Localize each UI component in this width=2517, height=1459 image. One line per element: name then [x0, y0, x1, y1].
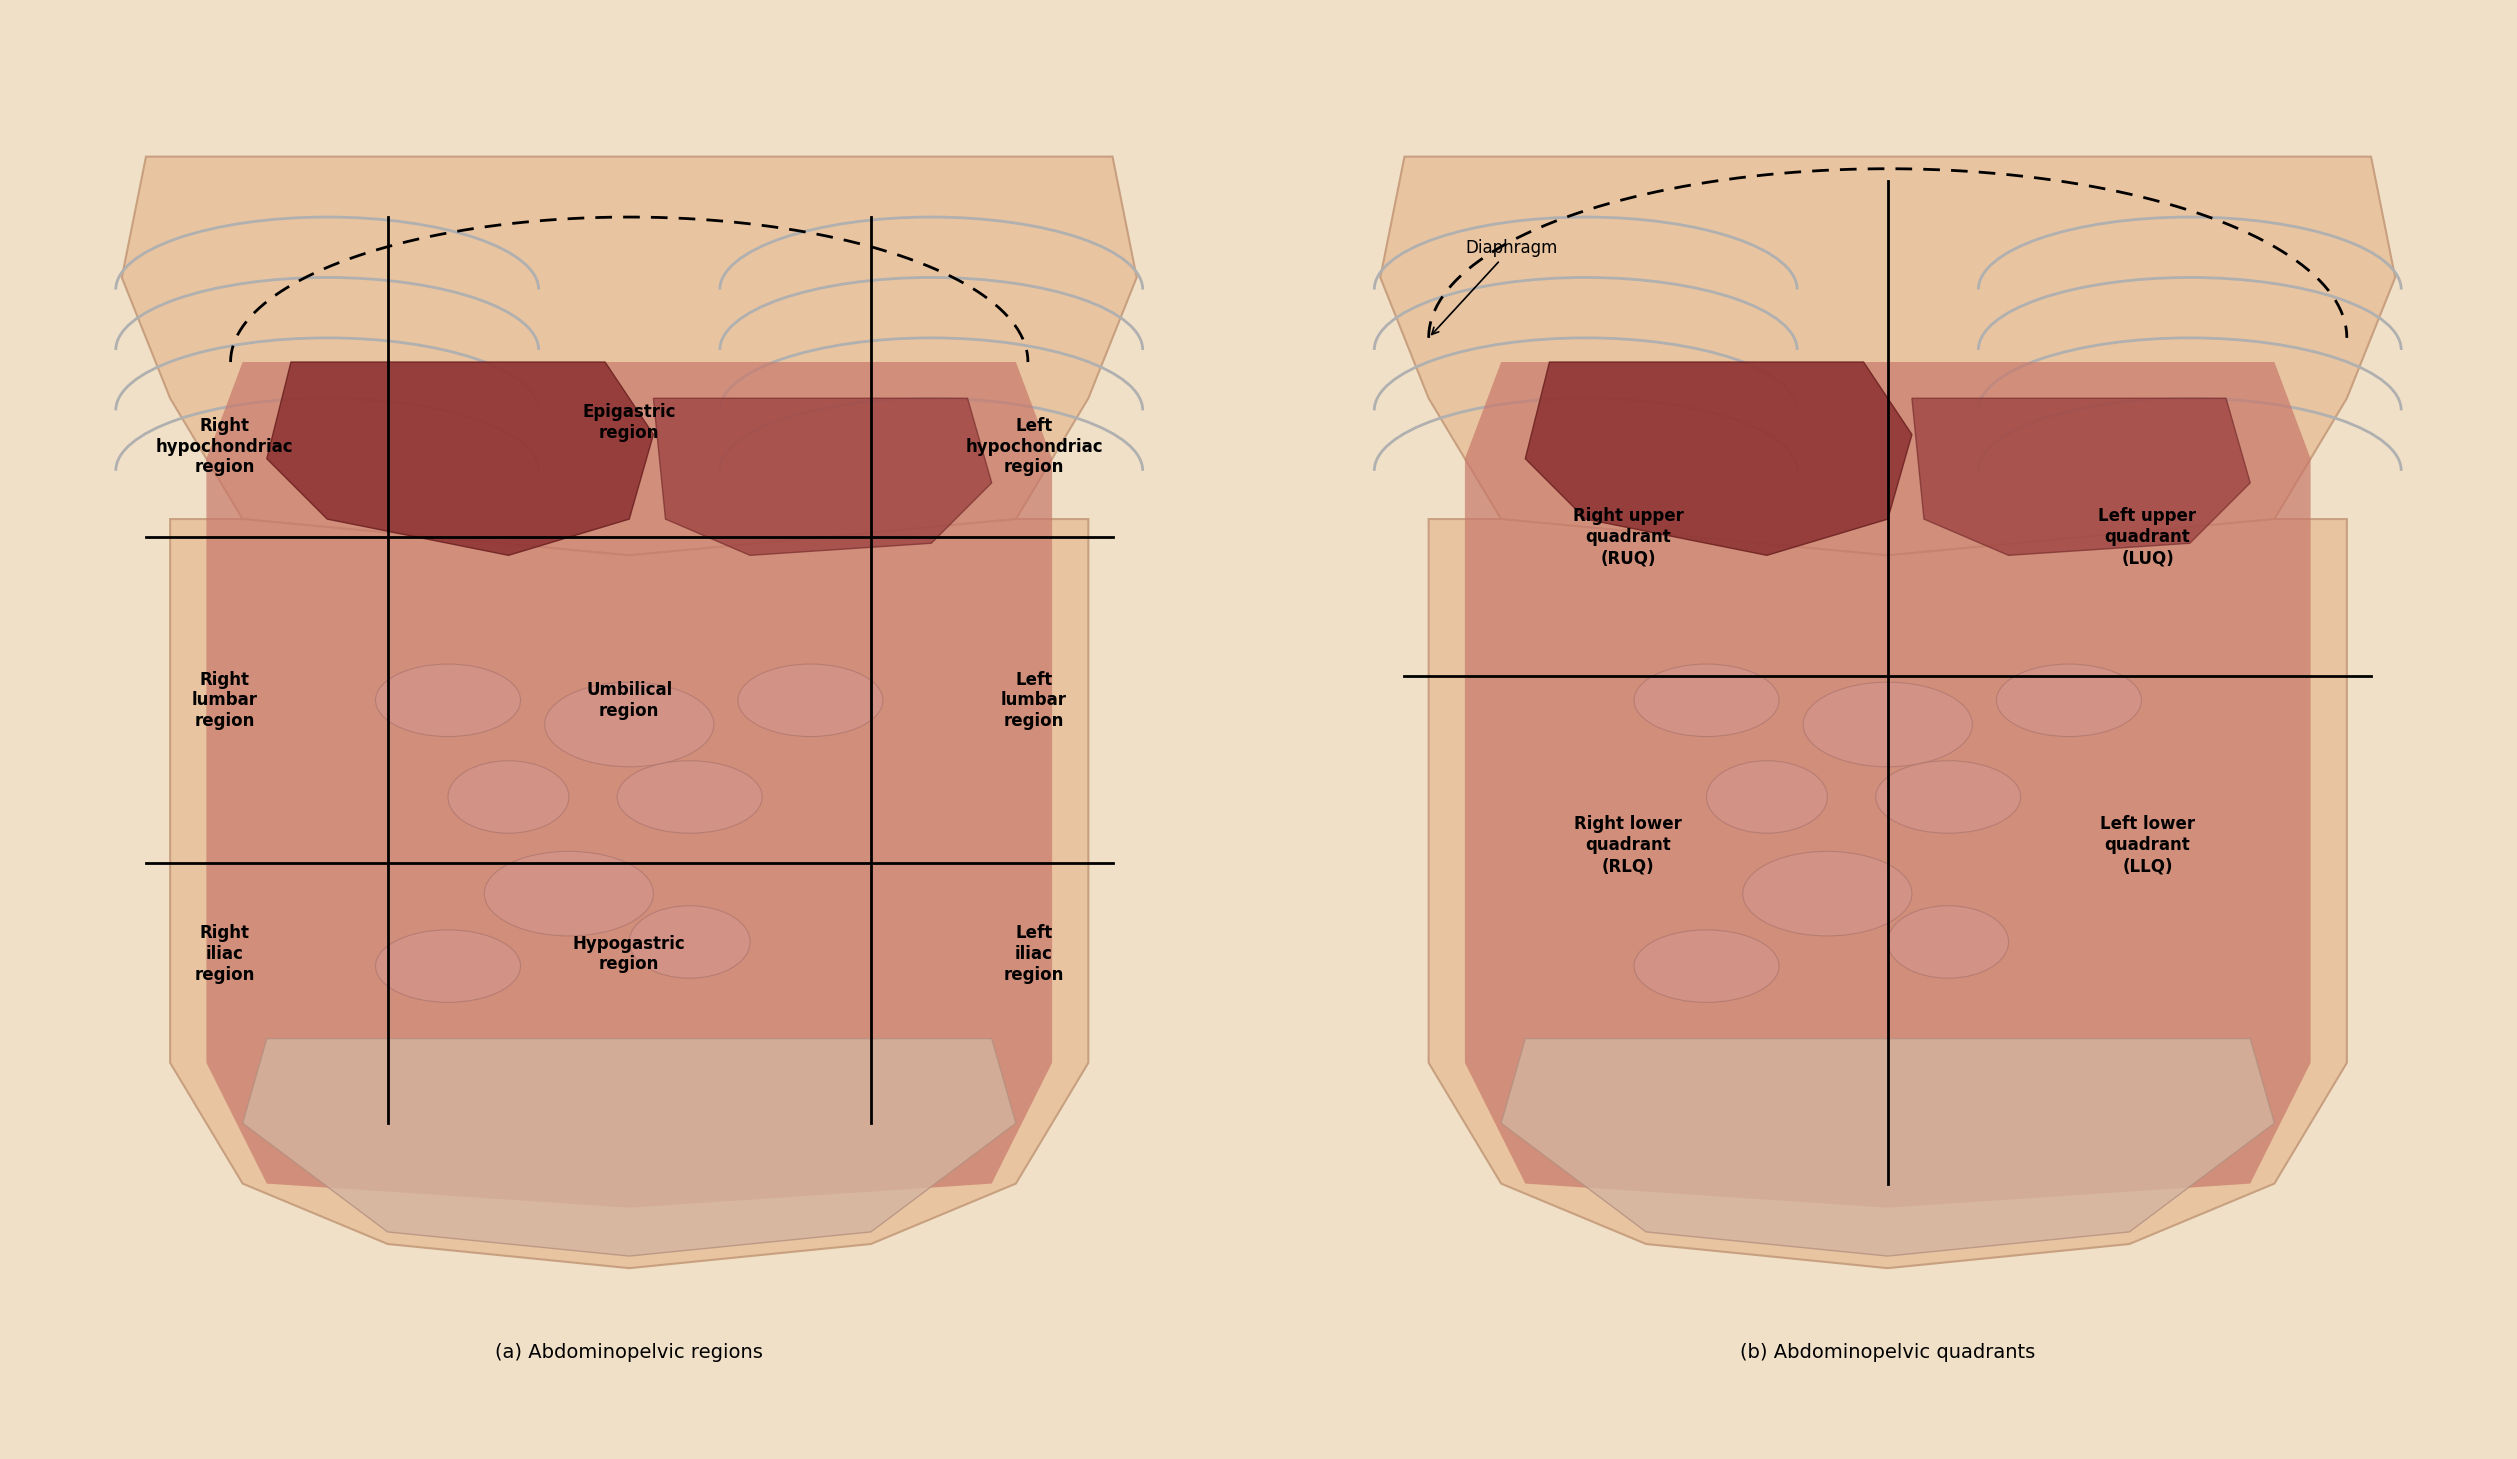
Ellipse shape — [1888, 906, 2009, 978]
Polygon shape — [1465, 362, 2311, 1208]
Ellipse shape — [448, 760, 569, 833]
Ellipse shape — [375, 929, 521, 1002]
Text: Right lower
quadrant
(RLQ): Right lower quadrant (RLQ) — [1573, 816, 1681, 875]
Ellipse shape — [617, 760, 763, 833]
Ellipse shape — [483, 852, 654, 935]
Polygon shape — [242, 1039, 1017, 1256]
Polygon shape — [171, 519, 1087, 1268]
Ellipse shape — [375, 664, 521, 737]
Polygon shape — [206, 362, 1052, 1208]
Ellipse shape — [1802, 683, 1973, 767]
Ellipse shape — [737, 664, 883, 737]
Text: Left upper
quadrant
(LUQ): Left upper quadrant (LUQ) — [2099, 508, 2197, 568]
Text: Diaphragm: Diaphragm — [1432, 239, 1558, 334]
Polygon shape — [1379, 156, 2396, 556]
Polygon shape — [654, 398, 992, 556]
Ellipse shape — [1634, 664, 1780, 737]
Polygon shape — [1430, 519, 2346, 1268]
Text: Left
hypochondriac
region: Left hypochondriac region — [964, 417, 1102, 477]
Ellipse shape — [629, 906, 750, 978]
Text: Right upper
quadrant
(RUQ): Right upper quadrant (RUQ) — [1573, 508, 1684, 568]
Ellipse shape — [544, 683, 715, 767]
Text: Right
iliac
region: Right iliac region — [194, 924, 254, 983]
Text: Right
lumbar
region: Right lumbar region — [191, 671, 257, 730]
Text: Left lower
quadrant
(LLQ): Left lower quadrant (LLQ) — [2099, 816, 2195, 875]
Ellipse shape — [1707, 760, 1827, 833]
Text: Right
hypochondriac
region: Right hypochondriac region — [156, 417, 294, 477]
Polygon shape — [267, 362, 654, 556]
Polygon shape — [1500, 1039, 2275, 1256]
Ellipse shape — [1996, 664, 2142, 737]
Polygon shape — [121, 156, 1138, 556]
Text: Umbilical
region: Umbilical region — [586, 681, 672, 719]
Ellipse shape — [1634, 929, 1780, 1002]
Text: Hypogastric
region: Hypogastric region — [574, 935, 685, 973]
Text: (b) Abdominopelvic quadrants: (b) Abdominopelvic quadrants — [1739, 1344, 2036, 1363]
Text: (a) Abdominopelvic regions: (a) Abdominopelvic regions — [496, 1344, 763, 1363]
Text: Epigastric
region: Epigastric region — [581, 403, 677, 442]
Polygon shape — [1525, 362, 1913, 556]
Polygon shape — [1913, 398, 2250, 556]
Ellipse shape — [1875, 760, 2021, 833]
Text: Left
lumbar
region: Left lumbar region — [1002, 671, 1067, 730]
Ellipse shape — [1742, 852, 1913, 935]
Text: Left
iliac
region: Left iliac region — [1004, 924, 1065, 983]
